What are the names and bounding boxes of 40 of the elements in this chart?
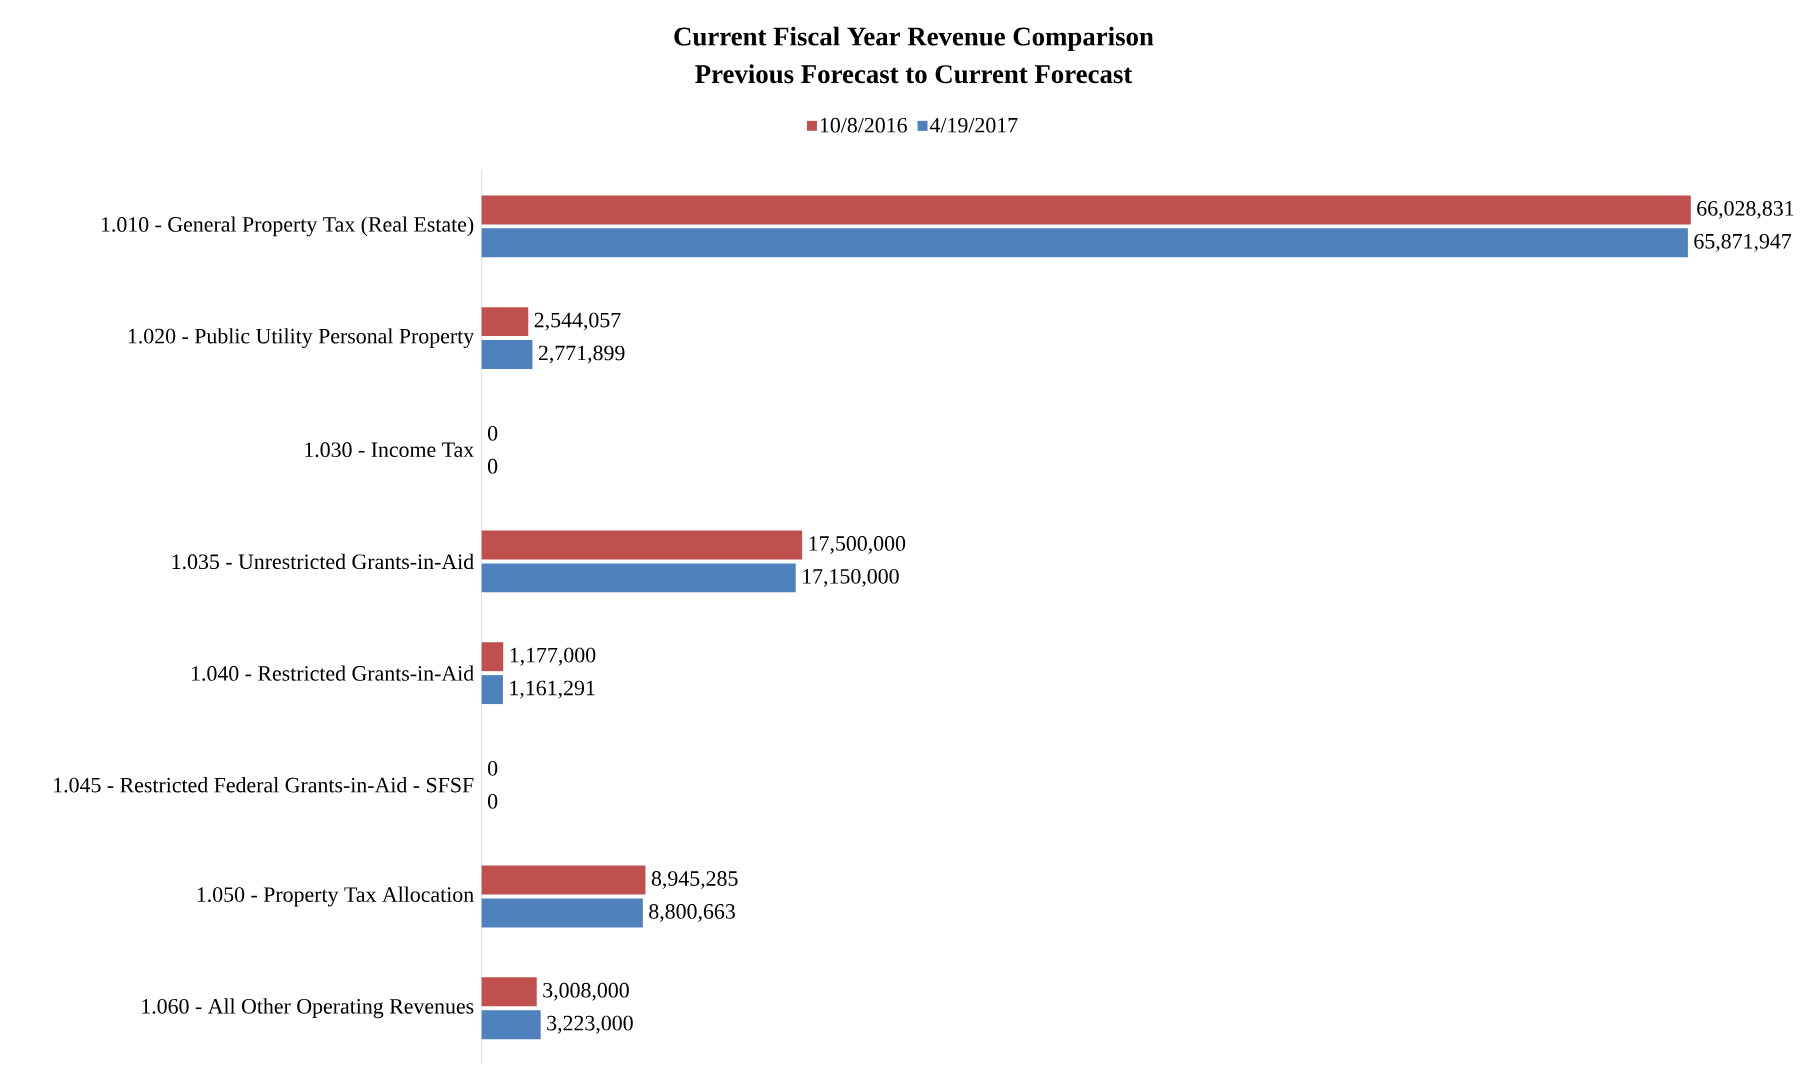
data-label: 0 — [487, 793, 498, 809]
bar — [481, 898, 643, 928]
bar — [481, 865, 646, 895]
data-label: 66,028,831 — [1697, 200, 1794, 219]
data-label: 1,177,000 — [510, 647, 596, 666]
y-tick-label: 1.035 - Unrestricted Grants-in-Aid — [172, 553, 474, 570]
chart-title: Current Fiscal Year Revenue Comparison — [674, 26, 1154, 52]
y-tick-label: 1.040 - Restricted Grants-in-Aid — [191, 665, 474, 681]
data-label: 8,945,285 — [651, 871, 738, 890]
data-label: 2,544,057 — [534, 312, 621, 331]
data-label: 3,223,000 — [547, 1015, 633, 1034]
data-label: 3,008,000 — [543, 982, 629, 1001]
bar — [481, 340, 533, 369]
y-tick-label: 1.045 - Restricted Federal Grants-in-Aid - SFSF — [54, 777, 474, 793]
data-label: 17,150,000 — [803, 568, 899, 587]
bar — [481, 228, 1688, 258]
bar — [481, 307, 529, 337]
chart-subtitle: Previous Forecast to Current Forecast — [695, 64, 1133, 84]
y-tick-label: 1.060 - All Other Operating Revenues — [142, 998, 474, 1019]
y-tick-label: 1.050 - Property Tax Allocation — [197, 886, 474, 907]
bar — [481, 195, 1691, 225]
data-label: 0 — [487, 458, 498, 474]
y-tick-label: 1.020 - Public Utility Personal Property — [128, 328, 475, 349]
legend-label: 10/8/2016 — [820, 117, 907, 133]
y-tick-label: 1.030 - Income Tax — [305, 442, 474, 458]
bar — [481, 530, 803, 560]
data-label: 17,500,000 — [809, 536, 906, 554]
data-label: 65,871,947 — [1694, 233, 1792, 252]
bar — [481, 977, 537, 1007]
legend-label: 4/19/2017 — [929, 117, 1018, 133]
bar — [481, 642, 504, 672]
data-label: 2,771,899 — [538, 345, 625, 364]
y-tick-label: 1.010 - General Property Tax (Real Estate) — [101, 216, 474, 237]
bar — [481, 1010, 541, 1040]
data-label: 1,161,291 — [510, 680, 595, 699]
data-label: 0 — [487, 761, 498, 776]
data-label: 0 — [487, 425, 498, 441]
bar — [481, 563, 796, 593]
bar — [481, 675, 503, 705]
data-label: 8,800,663 — [649, 904, 735, 922]
